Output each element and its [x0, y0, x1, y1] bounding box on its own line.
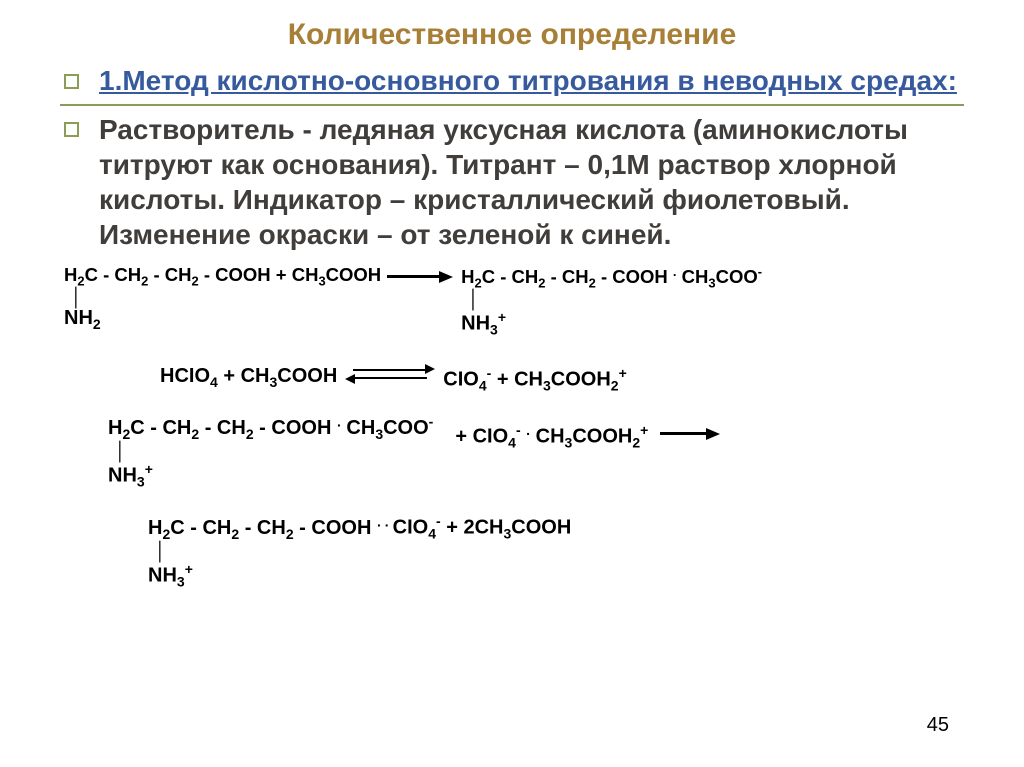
right-arrow-icon — [387, 265, 453, 287]
bullet-square-icon — [64, 74, 79, 89]
eq1-lhs-amine: NH2 — [64, 308, 381, 331]
eq4-rhs: CIO4- + 2CH3COOH — [389, 513, 572, 542]
right-arrow-icon — [660, 422, 720, 445]
equation-3: H2C - CH2 - CH2 - COOH . CH3COO- │ NH3+ … — [108, 414, 964, 489]
bullet-square-icon — [64, 122, 79, 137]
eq3-lhs-main: H2C - CH2 - CH2 - COOH . CH3COO- — [108, 417, 433, 439]
eq2-rhs: CIO4- + CH3COOH2+ — [443, 365, 627, 394]
eq3-rhs: + CIO4- . CH3COOH2+ — [433, 414, 648, 451]
eq3-lhs-amine: NH3+ — [108, 462, 433, 489]
equilibrium-arrow-icon — [345, 365, 435, 383]
bullet-2: Растворитель - ледяная уксусная кислота … — [64, 112, 964, 252]
equation-2: HCIO4 + CH3COOH CIO4- + CH3COOH2+ — [160, 365, 964, 394]
bullet-1: 1.Метод кислотно-основного титрования в … — [64, 64, 964, 98]
eq2-lhs: HCIO4 + CH3COOH — [160, 365, 337, 390]
eq4-lhs-main: H2C - CH2 - CH2 - COOH . . — [148, 517, 389, 539]
eq4-lhs-amine: NH3+ — [148, 562, 389, 589]
eq1-rhs-main: H2C - CH2 - CH2 - COOH . CH3COO- — [461, 266, 762, 287]
equation-4: H2C - CH2 - CH2 - COOH . . │ NH3+ CIO4- … — [148, 513, 964, 588]
equation-1: H2C - CH2 - CH2 - COOH + CH3COOH │ NH2 H… — [64, 264, 964, 338]
eq1-lhs-main: H2C - CH2 - CH2 - COOH + CH3COOH — [64, 264, 381, 285]
divider — [60, 104, 964, 106]
body-text: Растворитель - ледяная уксусная кислота … — [99, 112, 964, 252]
slide: Количественное определение 1.Метод кисло… — [0, 0, 1024, 598]
eq1-rhs-amine: NH3+ — [461, 310, 762, 337]
slide-title: Количественное определение — [60, 18, 964, 52]
page-number: 45 — [927, 714, 949, 737]
method-heading: 1.Метод кислотно-основного титрования в … — [99, 64, 957, 98]
